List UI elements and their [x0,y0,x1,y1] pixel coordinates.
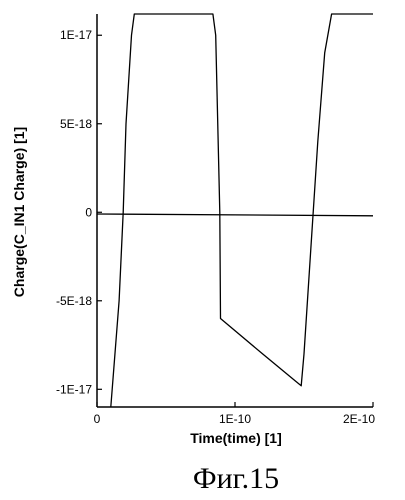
x-axis-title: Time(time) [1] [190,430,282,446]
x-tick-label-0: 0 [94,412,101,426]
y-tick-label-2: 0 [85,205,92,219]
y-axis-title: Charge(C_IN1 Charge) [1] [11,127,27,297]
y-tick-label-3: -5E-18 [56,294,92,308]
y-tick-label-4: -1E-17 [56,382,92,396]
x-tick-label-1: 1E-10 [219,412,251,426]
series-line-0 [111,14,373,407]
figure-caption: Фиг.15 [193,462,279,495]
y-tick-label-1: 5E-18 [60,117,92,131]
y-tick-label-0: 1E-17 [60,28,92,42]
x-tick-label-2: 2E-10 [343,412,375,426]
series-line-1 [97,214,373,216]
plot-area: 1E-17 5E-18 0 -5E-18 -1E-17 0 1E-10 2E-10 [56,14,375,426]
